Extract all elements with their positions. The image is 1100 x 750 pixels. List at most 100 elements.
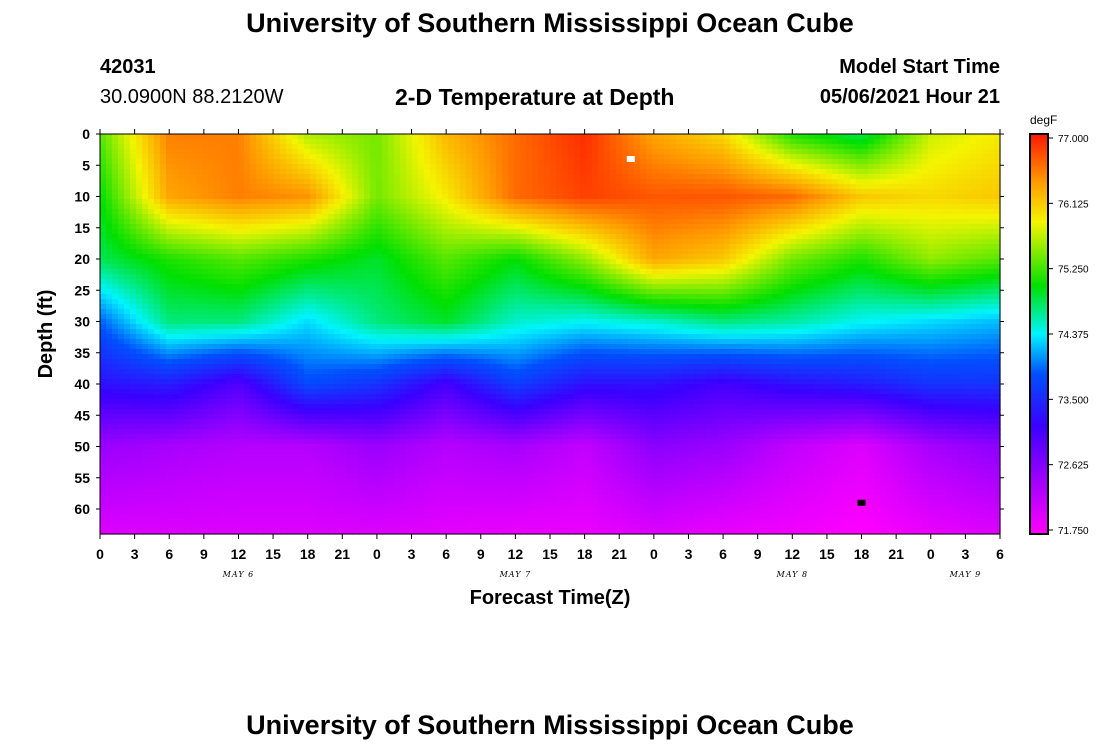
heatmap-cell — [436, 144, 443, 150]
heatmap-cell — [562, 294, 569, 300]
heatmap-cell — [484, 159, 491, 165]
heatmap-cell — [430, 209, 437, 215]
heatmap-cell — [730, 154, 737, 160]
heatmap-cell — [214, 219, 221, 225]
heatmap-cell — [610, 159, 617, 165]
heatmap-cell — [616, 149, 623, 155]
heatmap-cell — [166, 179, 173, 185]
heatmap-cell — [220, 214, 227, 220]
heatmap-cell — [310, 224, 317, 230]
heatmap-cell — [754, 289, 761, 295]
heatmap-cell — [874, 209, 881, 215]
heatmap-cell — [790, 144, 797, 150]
heatmap-cell — [232, 224, 239, 230]
heatmap-cell — [610, 259, 617, 265]
heatmap-cell — [190, 159, 197, 165]
heatmap-cell — [106, 274, 113, 280]
heatmap-cell — [502, 139, 509, 145]
heatmap-cell — [172, 139, 179, 145]
heatmap-cell — [322, 244, 329, 250]
heatmap-cell — [100, 229, 107, 235]
heatmap-cell — [580, 279, 587, 285]
heatmap-cell — [712, 229, 719, 235]
heatmap-cell — [436, 274, 443, 280]
heatmap-cell — [100, 144, 107, 150]
heatmap-cell — [388, 209, 395, 215]
heatmap-cell — [622, 204, 629, 210]
heatmap-cell — [424, 254, 431, 260]
heatmap-cell — [754, 169, 761, 175]
heatmap-cell — [526, 219, 533, 225]
heatmap-cell — [286, 234, 293, 240]
heatmap-cell — [478, 139, 485, 145]
heatmap-cell — [514, 134, 521, 140]
heatmap-cell — [850, 184, 857, 190]
heatmap-cell — [994, 134, 1001, 140]
heatmap-cell — [346, 219, 353, 225]
heatmap-cell — [736, 189, 743, 195]
heatmap-cell — [820, 199, 827, 205]
heatmap-cell — [304, 254, 311, 260]
heatmap-cell — [256, 284, 263, 290]
heatmap-cell — [772, 154, 779, 160]
heatmap-cell — [970, 199, 977, 205]
heatmap-cell — [364, 149, 371, 155]
heatmap-cell — [628, 149, 635, 155]
heatmap-cell — [646, 244, 653, 250]
heatmap-cell — [754, 244, 761, 250]
heatmap-cell — [778, 149, 785, 155]
heatmap-cell — [976, 229, 983, 235]
heatmap-cell — [562, 229, 569, 235]
heatmap-cell — [556, 244, 563, 250]
heatmap-cell — [718, 229, 725, 235]
heatmap-cell — [604, 279, 611, 285]
heatmap-cell — [460, 284, 467, 290]
heatmap-cell — [814, 194, 821, 200]
heatmap-cell — [958, 279, 965, 285]
heatmap-cell — [598, 179, 605, 185]
heatmap-cell — [430, 289, 437, 295]
heatmap-cell — [940, 224, 947, 230]
heatmap-cell — [658, 144, 665, 150]
heatmap-cell — [682, 144, 689, 150]
heatmap-cell — [118, 149, 125, 155]
heatmap-cell — [100, 224, 107, 230]
heatmap-cell — [436, 134, 443, 140]
heatmap-cell — [862, 204, 869, 210]
heatmap-cell — [946, 209, 953, 215]
heatmap-cell — [256, 259, 263, 265]
heatmap-cell — [898, 144, 905, 150]
heatmap-cell — [178, 134, 185, 140]
heatmap-cell — [976, 164, 983, 170]
heatmap-cell — [754, 139, 761, 145]
heatmap-cell — [376, 169, 383, 175]
heatmap-cell — [772, 264, 779, 270]
heatmap-cell — [454, 204, 461, 210]
heatmap-cell — [118, 159, 125, 165]
heatmap-cell — [238, 239, 245, 245]
heatmap-cell — [910, 244, 917, 250]
heatmap-cell — [400, 244, 407, 250]
heatmap-cell — [448, 259, 455, 265]
heatmap-cell — [952, 164, 959, 170]
heatmap-cell — [334, 299, 341, 305]
heatmap-cell — [166, 169, 173, 175]
heatmap-cell — [562, 209, 569, 215]
heatmap-cell — [550, 294, 557, 300]
heatmap-cell — [358, 149, 365, 155]
heatmap-cell — [754, 294, 761, 300]
heatmap-cell — [454, 289, 461, 295]
heatmap-cell — [730, 134, 737, 140]
heatmap-cell — [442, 234, 449, 240]
heatmap-cell — [100, 214, 107, 220]
heatmap-cell — [550, 279, 557, 285]
heatmap-cell — [922, 169, 929, 175]
heatmap-cell — [898, 194, 905, 200]
heatmap-cell — [352, 274, 359, 280]
heatmap-cell — [916, 249, 923, 255]
heatmap-cell — [736, 134, 743, 140]
heatmap-cell — [352, 239, 359, 245]
heatmap-cell — [658, 294, 665, 300]
heatmap-cell — [160, 299, 167, 305]
heatmap-cell — [304, 204, 311, 210]
